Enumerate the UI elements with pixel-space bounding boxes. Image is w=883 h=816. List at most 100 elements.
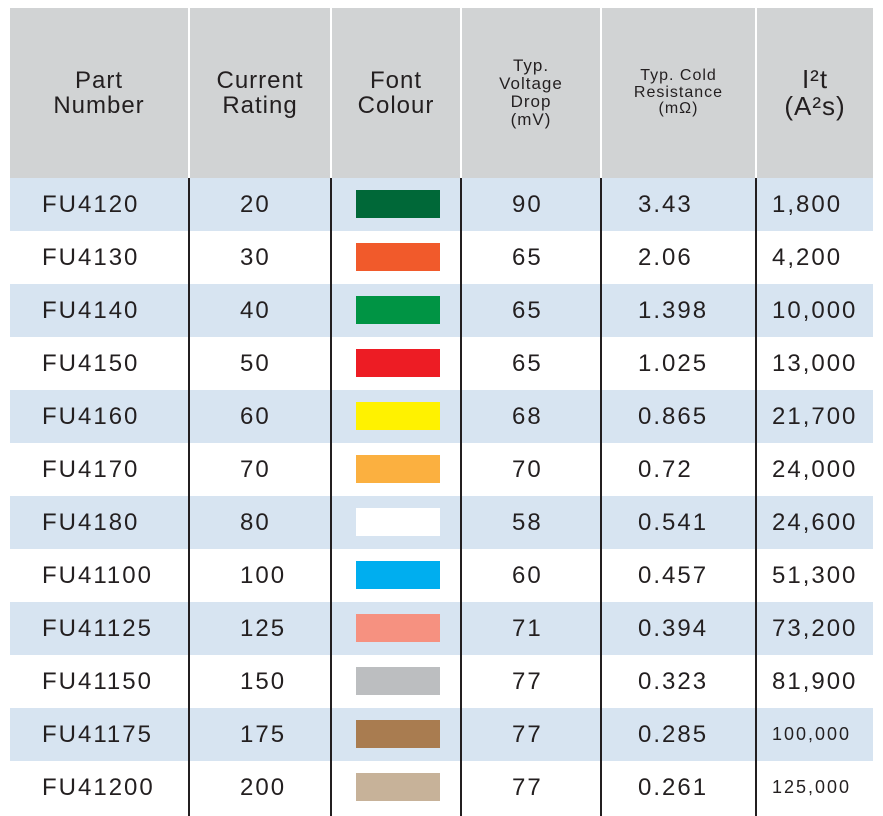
colour-swatch	[356, 720, 440, 748]
row-background	[10, 602, 873, 655]
header-line: Resistance	[633, 83, 724, 101]
table-cell: FU4140	[42, 296, 140, 324]
header-line: Typ.	[512, 56, 550, 76]
colour-swatch	[356, 773, 440, 801]
header-line: Current	[216, 66, 304, 94]
table-cell: 73,200	[772, 614, 858, 642]
table-cell: FU41100	[42, 561, 153, 589]
table-cell: 60	[512, 561, 543, 589]
table-cell: 30	[240, 243, 271, 271]
row-background	[10, 337, 873, 390]
row-background	[10, 496, 873, 549]
column-divider	[755, 178, 757, 816]
table-cell: 58	[512, 508, 543, 536]
table-cell: 71	[512, 614, 543, 642]
colour-swatch	[356, 667, 440, 695]
table-cell: 0.394	[638, 614, 709, 642]
table-cell: 150	[240, 667, 287, 695]
colour-swatch	[356, 508, 440, 536]
table-cell: 90	[512, 190, 543, 218]
table-cell: 100,000	[772, 724, 852, 744]
table-cell: FU41125	[42, 614, 153, 642]
table-cell: 200	[240, 773, 287, 801]
table-cell: 70	[240, 455, 271, 483]
colour-swatch	[356, 296, 440, 324]
table-cell: 0.261	[638, 773, 709, 801]
table-cell: FU41200	[42, 773, 155, 801]
table-cell: 70	[512, 455, 543, 483]
row-background	[10, 390, 873, 443]
table-cell: 0.72	[638, 455, 693, 483]
header-cell: Typ. Cold Resistance (mΩ)	[602, 8, 755, 178]
table-cell: 24,600	[772, 508, 858, 536]
column-divider	[460, 178, 462, 816]
table-cell: 3.43	[638, 190, 693, 218]
table-cell: FU41150	[42, 667, 153, 695]
row-background	[10, 655, 873, 708]
table-cell: 10,000	[772, 296, 858, 324]
header-cell: Typ. Voltage Drop (mV)	[462, 8, 600, 178]
colour-swatch	[356, 402, 440, 430]
column-divider	[330, 178, 332, 816]
header-line: (mV)	[510, 109, 552, 129]
colour-swatch	[356, 455, 440, 483]
table-cell: 20	[240, 190, 271, 218]
table-cell: FU4160	[42, 402, 140, 430]
row-background	[10, 549, 873, 602]
row-background	[10, 284, 873, 337]
row-background	[10, 761, 873, 814]
header-line: Voltage	[499, 74, 563, 94]
table-cell: 77	[512, 667, 543, 695]
colour-swatch	[356, 190, 440, 218]
table-cell: 0.541	[638, 508, 709, 536]
table-cell: 77	[512, 773, 543, 801]
row-background	[10, 178, 873, 231]
header-cell: Font Colour	[332, 8, 460, 178]
table-cell: FU4120	[42, 190, 140, 218]
column-divider	[600, 178, 602, 816]
table-cell: 125	[240, 614, 287, 642]
table-cell: FU4180	[42, 508, 140, 536]
header-line: Colour	[357, 92, 435, 119]
colour-swatch	[356, 614, 440, 642]
table-cell: FU41175	[42, 720, 153, 748]
header-cell: I²t (A²s)	[757, 8, 873, 178]
table-cell: 21,700	[772, 402, 858, 430]
row-background	[10, 231, 873, 284]
colour-swatch	[356, 243, 440, 271]
row-background	[10, 443, 873, 496]
table-cell: 2.06	[638, 243, 693, 271]
header-divider	[330, 8, 332, 178]
table-cell: 60	[240, 402, 271, 430]
header-divider	[188, 8, 190, 178]
table-cell: 1.398	[638, 296, 709, 324]
row-background	[10, 708, 873, 761]
table-cell: 100	[240, 561, 287, 589]
table-cell: 175	[240, 720, 287, 748]
header-line: (A²s)	[784, 91, 846, 121]
table-cell: 77	[512, 720, 543, 748]
header-cell: Part Number	[10, 8, 188, 178]
table-cell: 68	[512, 402, 543, 430]
table-cell: FU4130	[42, 243, 140, 271]
table-cell: 65	[512, 296, 543, 324]
table-cell: 50	[240, 349, 271, 377]
table-cell: 1.025	[638, 349, 709, 377]
header-line: Typ. Cold	[640, 66, 717, 84]
colour-swatch	[356, 561, 440, 589]
column-divider	[188, 178, 190, 816]
header-divider	[600, 8, 602, 178]
colour-swatch	[356, 349, 440, 377]
table-cell: 80	[240, 508, 271, 536]
header-line: Drop	[510, 92, 552, 111]
table-cell: FU4170	[42, 455, 140, 483]
table-cell: 0.865	[638, 402, 709, 430]
table-cell: 65	[512, 243, 543, 271]
table-cell: 51,300	[772, 561, 858, 589]
header-line: (mΩ)	[658, 100, 699, 118]
header-line: Part	[74, 66, 123, 94]
table-cell: 125,000	[772, 777, 852, 797]
header-divider	[460, 8, 462, 178]
header-line: Number	[53, 92, 145, 119]
